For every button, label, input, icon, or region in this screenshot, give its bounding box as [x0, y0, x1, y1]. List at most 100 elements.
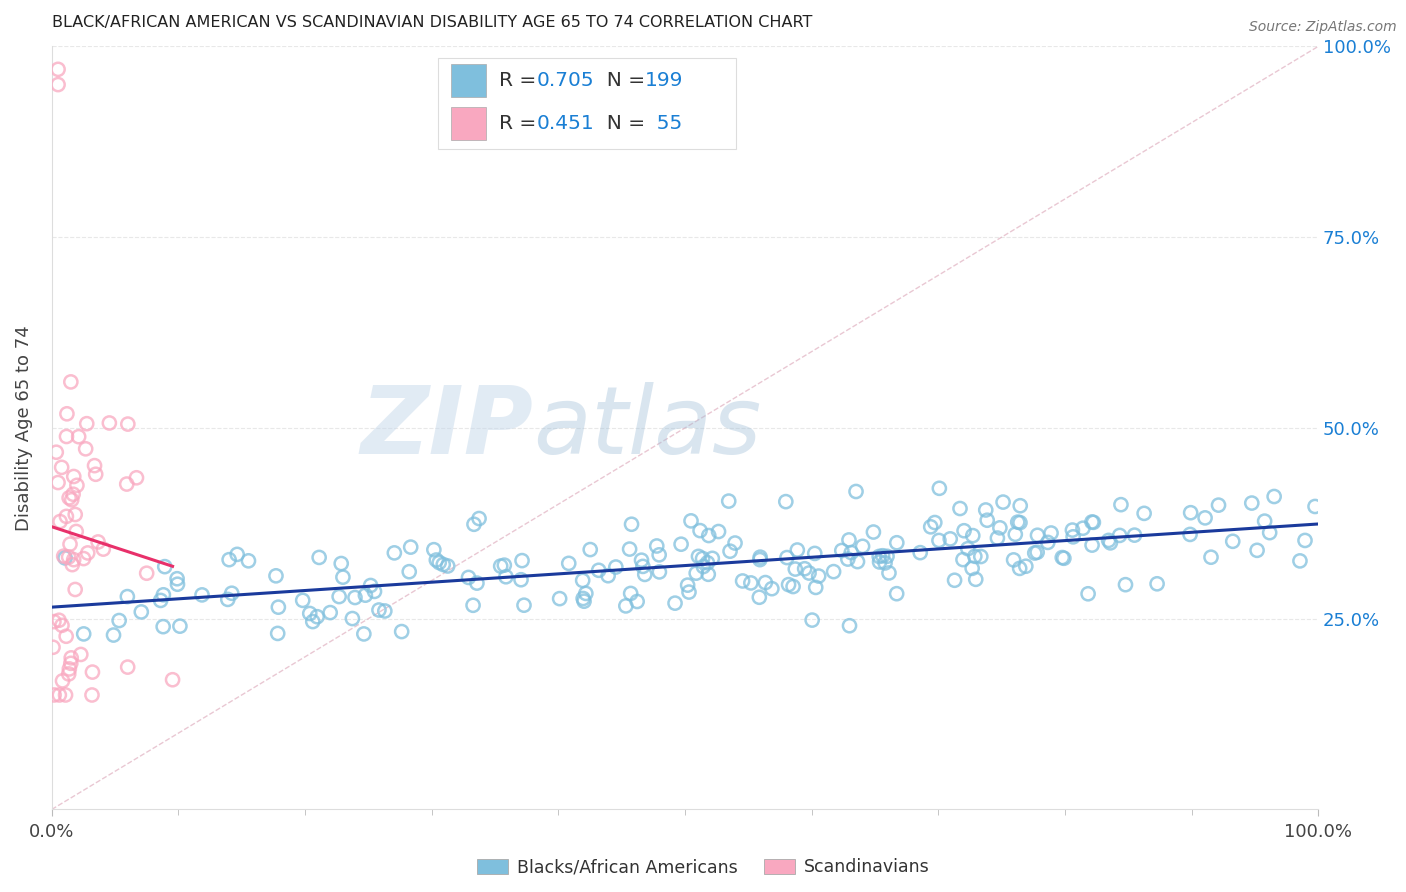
Point	[1026, 545, 1049, 559]
Point	[797, 566, 820, 580]
Point	[775, 494, 797, 508]
Point	[558, 557, 581, 571]
Text: atlas: atlas	[533, 383, 761, 474]
Point	[571, 574, 593, 588]
Point	[72, 551, 94, 566]
Point	[217, 592, 239, 607]
Point	[1146, 576, 1168, 591]
Point	[66, 478, 89, 492]
Point	[51, 460, 73, 475]
Point	[939, 532, 962, 546]
Point	[489, 559, 512, 574]
Point	[1253, 514, 1275, 528]
Point	[510, 553, 533, 567]
Point	[49, 515, 72, 529]
Point	[80, 688, 103, 702]
Point	[793, 562, 815, 576]
Point	[1114, 577, 1136, 591]
Point	[423, 542, 446, 557]
Point	[267, 600, 290, 615]
Point	[398, 565, 420, 579]
Point	[52, 549, 75, 564]
Text: R =: R =	[499, 114, 543, 133]
Point	[75, 442, 97, 456]
Point	[342, 611, 364, 625]
Point	[869, 555, 891, 569]
Point	[974, 503, 997, 517]
Point	[117, 417, 139, 431]
Point	[46, 475, 69, 490]
Point	[928, 533, 950, 548]
Point	[391, 624, 413, 639]
Text: ZIP: ZIP	[360, 382, 533, 474]
Point	[59, 657, 82, 671]
Point	[53, 550, 76, 565]
Point	[1289, 554, 1312, 568]
Point	[748, 552, 770, 566]
Point	[46, 78, 69, 92]
Point	[846, 555, 869, 569]
Point	[166, 577, 188, 591]
Point	[153, 559, 176, 574]
Point	[55, 629, 77, 643]
Point	[58, 491, 80, 505]
Point	[87, 535, 110, 549]
Point	[1294, 533, 1316, 548]
Point	[425, 553, 447, 567]
Point	[363, 584, 385, 599]
Point	[51, 618, 73, 632]
FancyBboxPatch shape	[439, 58, 735, 150]
Point	[1083, 516, 1105, 530]
Point	[42, 688, 65, 702]
Point	[862, 524, 884, 539]
Point	[291, 593, 314, 607]
Point	[1052, 550, 1074, 565]
Point	[267, 626, 290, 640]
Point	[58, 550, 80, 565]
Point	[135, 566, 157, 581]
Point	[838, 533, 860, 547]
Point	[332, 570, 354, 584]
Point	[1081, 538, 1104, 552]
Point	[572, 591, 595, 606]
Point	[1071, 521, 1094, 535]
Point	[778, 577, 800, 591]
Point	[1004, 527, 1026, 541]
Point	[669, 537, 692, 551]
Point	[1053, 551, 1076, 566]
Point	[1194, 511, 1216, 525]
Point	[676, 578, 699, 592]
Point	[1246, 543, 1268, 558]
Point	[648, 565, 671, 579]
Point	[60, 558, 83, 572]
Point	[724, 536, 747, 550]
Point	[117, 660, 139, 674]
Point	[851, 539, 873, 553]
Point	[872, 549, 894, 563]
Point	[1123, 528, 1146, 542]
Point	[1077, 587, 1099, 601]
Point	[427, 556, 450, 570]
Point	[619, 542, 641, 557]
Point	[605, 560, 627, 574]
Point	[1180, 506, 1202, 520]
Point	[319, 606, 342, 620]
Point	[731, 574, 754, 588]
Point	[572, 594, 595, 608]
Text: N =: N =	[593, 114, 651, 133]
Point	[1008, 561, 1031, 575]
Point	[754, 575, 776, 590]
Point	[42, 640, 65, 655]
Point	[468, 511, 491, 525]
Point	[45, 445, 67, 459]
Point	[634, 567, 657, 582]
Point	[1026, 528, 1049, 542]
Text: 199: 199	[644, 71, 683, 90]
Point	[949, 501, 972, 516]
Point	[702, 551, 724, 566]
Point	[1222, 534, 1244, 549]
Point	[963, 549, 986, 564]
Point	[1062, 530, 1084, 544]
Y-axis label: Disability Age 65 to 74: Disability Age 65 to 74	[15, 325, 32, 531]
Point	[56, 407, 79, 421]
